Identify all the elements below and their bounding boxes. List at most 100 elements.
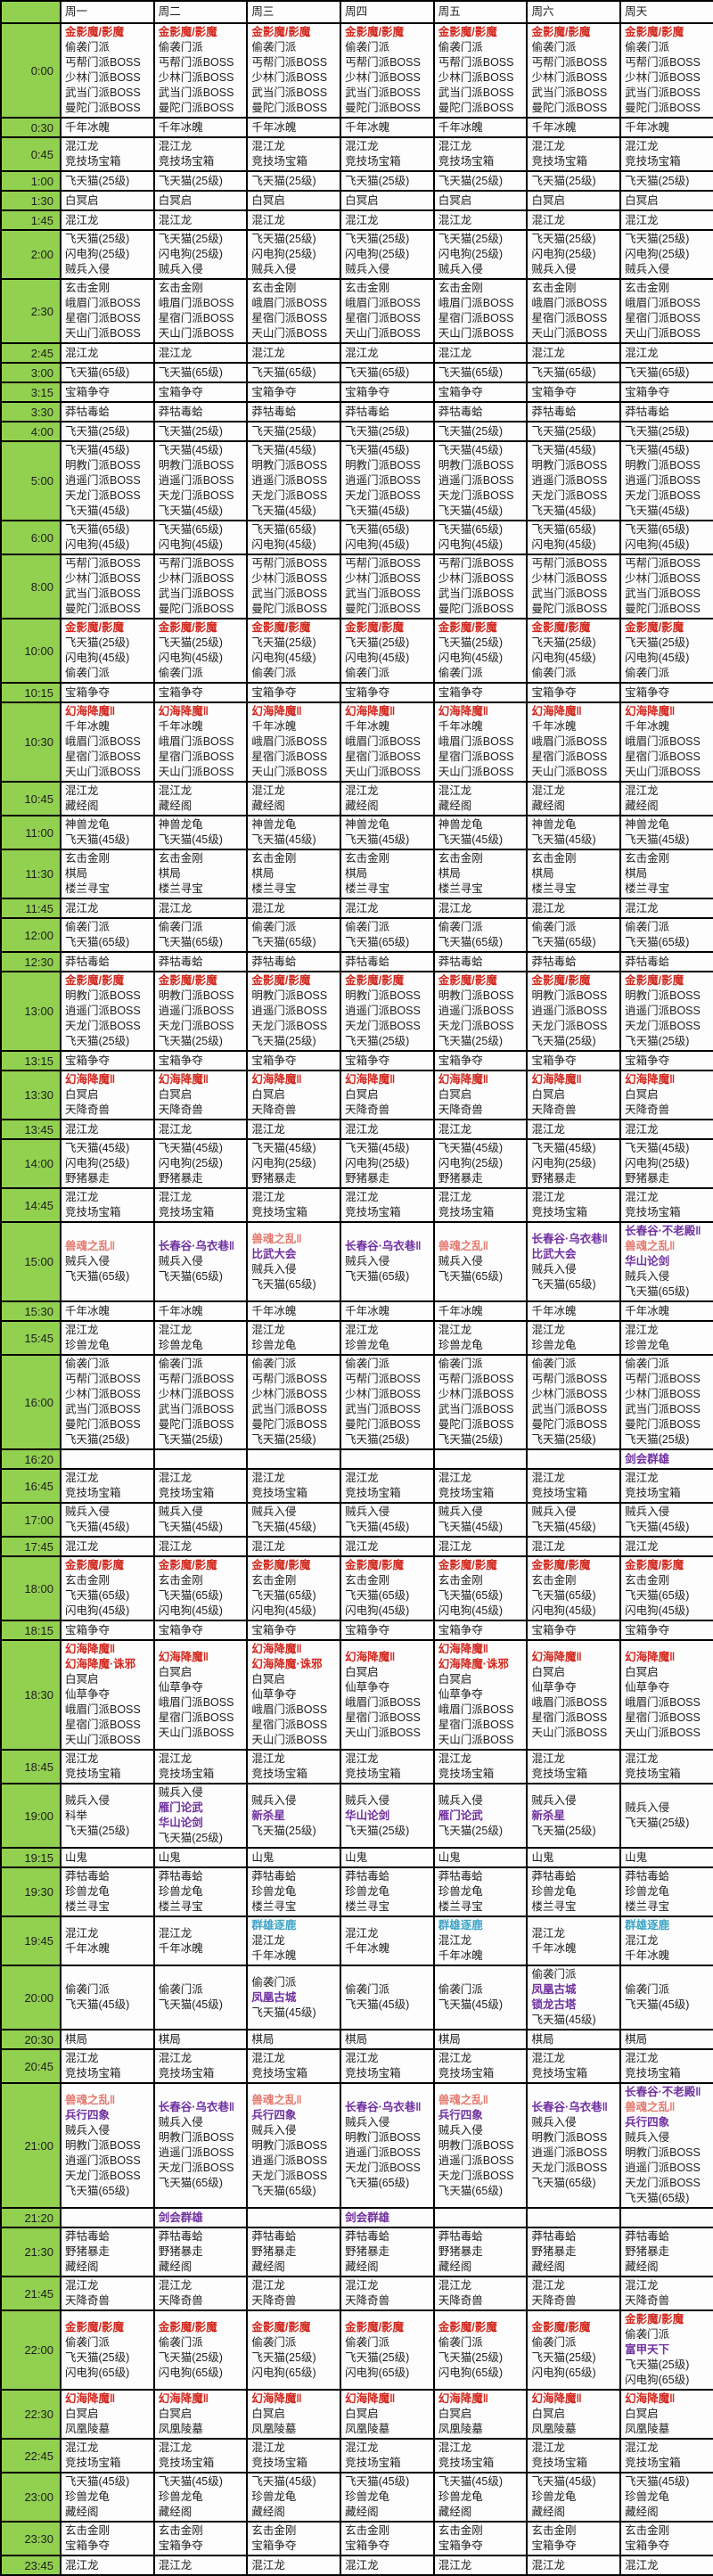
event-label: 闪电狗(25级) bbox=[438, 248, 503, 260]
schedule-cell: 玄击金刚 棋局 楼兰寻宝 bbox=[526, 849, 622, 899]
event-label: 棋局 bbox=[625, 2032, 648, 2046]
schedule-cell bbox=[60, 1448, 155, 1470]
event-label: 天降奇兽 bbox=[65, 2294, 111, 2307]
event-label: 白冥启 bbox=[251, 1673, 285, 1686]
event-label: 飞天猫(25级) bbox=[438, 424, 503, 438]
event-label: 野猪暴走 bbox=[531, 1172, 577, 1185]
event-label: 珍兽龙龟 bbox=[251, 2490, 297, 2503]
schedule-cell: 飞天猫(65级) bbox=[619, 362, 713, 383]
event-label: 混江龙 bbox=[438, 2441, 472, 2454]
schedule-cell: 混江龙 千年冰魄 bbox=[60, 1916, 155, 1966]
schedule-cell: 飞天猫(25级) 闪电狗(25级) 贼兵入侵 bbox=[246, 229, 342, 280]
event-label: 莽牯毒蛤 bbox=[345, 405, 390, 418]
schedule-cell: 金影魔/影魔 偷袭门派 飞天猫(25级) 闪电狗(65级) bbox=[526, 2309, 622, 2391]
event-label: 藏经阁 bbox=[345, 2506, 379, 2518]
time-label: 19:15 bbox=[0, 1847, 61, 1868]
event-label: 金影魔/影魔 bbox=[65, 1559, 124, 1571]
event-label: 楼兰寻宝 bbox=[65, 882, 111, 895]
event-label: 飞天猫(25级) bbox=[158, 1035, 223, 1047]
event-label: 竞技场宝箱 bbox=[251, 1206, 307, 1218]
schedule-cell: 千年冰魄 bbox=[152, 1300, 249, 1322]
event-label: 闪电狗(25级) bbox=[625, 248, 690, 260]
table-row: 6:00 飞天猫(65级) 闪电狗(45级) 飞天猫(65级) 闪电狗(45级) 飞天猫(… bbox=[0, 520, 713, 555]
schedule-cell: 莽牯毒蛤 野猪暴走 藏经阁 bbox=[526, 2227, 622, 2277]
event-label: 飞天猫(25级) bbox=[438, 2350, 503, 2364]
schedule-cell: 飞天猫(25级) bbox=[152, 421, 249, 442]
event-label: 白冥启 bbox=[625, 1088, 659, 1101]
event-label: 金影魔/影魔 bbox=[438, 26, 497, 38]
event-label: 宝箱争夺 bbox=[531, 1623, 577, 1637]
event-label: 天山门派BOSS bbox=[345, 1726, 421, 1739]
schedule-cell: 混江龙 bbox=[246, 2555, 342, 2576]
event-label: 混江龙 bbox=[438, 2279, 472, 2292]
event-label: 飞天猫(65级) bbox=[438, 523, 503, 536]
event-label: 混江龙 bbox=[625, 784, 659, 797]
time-label: 0:45 bbox=[0, 136, 61, 172]
event-label: 偷袭门派 bbox=[158, 2335, 203, 2349]
event-label: 闪电狗(65级) bbox=[158, 2366, 223, 2379]
schedule-cell: 棋局 bbox=[340, 2029, 435, 2050]
event-label: 宝箱争夺 bbox=[531, 385, 577, 398]
time-label: 3:00 bbox=[0, 362, 61, 383]
event-label: 曼陀门派BOSS bbox=[438, 1418, 514, 1431]
schedule-cell: 飞天猫(25级) 闪电狗(25级) 贼兵入侵 bbox=[619, 229, 713, 280]
event-label: 珍兽龙龟 bbox=[251, 1339, 297, 1351]
event-label: 兽魂之乱‖ bbox=[65, 1240, 116, 1252]
time-label: 6:00 bbox=[0, 520, 61, 555]
event-label: 白冥启 bbox=[251, 1088, 285, 1101]
event-label: 逍遥门派BOSS bbox=[438, 2154, 514, 2167]
event-label: 偷袭门派 bbox=[625, 2328, 670, 2341]
schedule-cell: 剑会群雄 bbox=[619, 1448, 713, 1470]
event-label: 明教门派BOSS bbox=[438, 989, 514, 1002]
event-label: 混江龙 bbox=[438, 1752, 472, 1765]
event-label: 星宿门派BOSS bbox=[625, 751, 701, 763]
event-label: 武当门派BOSS bbox=[65, 1403, 141, 1415]
event-label: 曼陀门派BOSS bbox=[251, 102, 328, 114]
event-label: 金影魔/影魔 bbox=[65, 26, 124, 38]
event-label: 贼兵入侵 bbox=[65, 1505, 111, 1518]
schedule-cell: 偷袭门派 丐帮门派BOSS 少林门派BOSS 武当门派BOSS 曼陀门派BOSS 飞天猫(… bbox=[60, 1354, 155, 1450]
event-label: 偷袭门派 bbox=[531, 921, 577, 933]
event-label: 神兽龙龟 bbox=[531, 818, 577, 831]
event-label: 幻海降魔‖ bbox=[531, 2392, 582, 2405]
event-label: 莽牯毒蛤 bbox=[251, 2230, 297, 2243]
event-label: 偷袭门派 bbox=[531, 1358, 577, 1370]
event-label: 逍遥门派BOSS bbox=[158, 474, 234, 487]
event-label: 宝箱争夺 bbox=[345, 385, 390, 398]
event-label: 剑会群雄 bbox=[345, 2211, 390, 2224]
schedule-cell: 金影魔/影魔 明教门派BOSS 逍遥门派BOSS 天龙门派BOSS 飞天猫(25级) bbox=[619, 971, 713, 1052]
event-label: 玄击金刚 bbox=[531, 852, 577, 865]
event-label: 少林门派BOSS bbox=[625, 1388, 701, 1400]
event-label: 棋局 bbox=[531, 2032, 554, 2046]
event-label: 比武大会 bbox=[251, 1247, 297, 1260]
event-label: 贼兵入侵 bbox=[158, 2116, 203, 2129]
event-label: 莽牯毒蛤 bbox=[251, 1870, 297, 1883]
event-label: 逍遥门派BOSS bbox=[251, 2154, 328, 2167]
schedule-cell: 混江龙 bbox=[340, 342, 435, 364]
event-label: 星宿门派BOSS bbox=[251, 1719, 328, 1731]
event-label: 白冥启 bbox=[345, 1665, 379, 1678]
event-label: 玄击金刚 bbox=[158, 852, 203, 865]
event-label: 金影魔/影魔 bbox=[531, 1559, 591, 1571]
event-label: 偷袭门派 bbox=[531, 667, 577, 679]
schedule-cell: 混江龙 藏经阁 bbox=[619, 781, 713, 816]
schedule-cell: 金影魔/影魔 明教门派BOSS 逍遥门派BOSS 天龙门派BOSS 飞天猫(25级) bbox=[432, 971, 529, 1052]
event-label: 丐帮门派BOSS bbox=[158, 1373, 234, 1385]
event-label: 长春谷·乌衣巷‖ bbox=[158, 1240, 235, 1252]
event-label: 飞天猫(65级) bbox=[625, 365, 690, 379]
event-label: 竞技场宝箱 bbox=[345, 1487, 401, 1499]
event-label: 竞技场宝箱 bbox=[251, 2457, 307, 2469]
event-label: 天龙门派BOSS bbox=[251, 489, 328, 502]
event-label: 白冥启 bbox=[65, 1088, 99, 1101]
event-label: 飞天猫(65级) bbox=[158, 365, 223, 379]
event-label: 曼陀门派BOSS bbox=[625, 102, 701, 114]
event-label: 竞技场宝箱 bbox=[625, 1487, 681, 1499]
event-label: 偷袭门派 bbox=[438, 2335, 483, 2349]
event-label: 玄击金刚 bbox=[345, 1574, 390, 1587]
event-label: 少林门派BOSS bbox=[625, 572, 701, 585]
schedule-cell: 莽牯毒蛤 珍兽龙龟 楼兰寻宝 bbox=[432, 1866, 529, 1917]
event-label: 飞天猫(25级) bbox=[531, 424, 596, 438]
event-label: 莽牯毒蛤 bbox=[65, 405, 111, 418]
event-label: 莽牯毒蛤 bbox=[438, 405, 483, 418]
schedule-cell: 混江龙 bbox=[60, 2555, 155, 2576]
